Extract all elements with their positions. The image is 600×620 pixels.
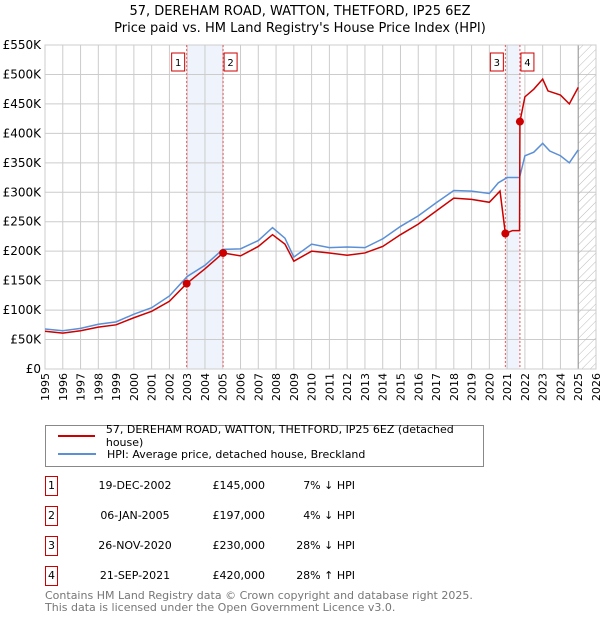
transaction-row: 4 21-SEP-2021 £420,000 28% ↑ HPI <box>45 566 445 586</box>
x-tick-label: 2004 <box>199 373 212 401</box>
y-tick-label: £450K <box>3 97 43 111</box>
y-tick-label: £0 <box>26 362 41 376</box>
y-tick-label: £350K <box>3 156 43 170</box>
legend-label: 57, DEREHAM ROAD, WATTON, THETFORD, IP25… <box>105 423 454 449</box>
y-tick-label: £100K <box>3 303 43 317</box>
transaction-hpi: 4% ↓ HPI <box>303 509 355 522</box>
forecast-hatch <box>577 44 597 370</box>
footer: Contains HM Land Registry data © Crown c… <box>45 590 473 614</box>
x-tick-label: 1996 <box>57 373 70 401</box>
transaction-hpi: 28% ↓ HPI <box>296 539 355 552</box>
transaction-row: 1 19-DEC-2002 £145,000 7% ↓ HPI <box>45 476 445 496</box>
y-tick-label: £200K <box>3 244 43 258</box>
x-tick-label: 2018 <box>448 373 461 401</box>
price-chart: 1995 1996 1997 1998 1999 2000 2001 2002 2003 2004… <box>3 38 600 401</box>
x-tick-label: 2010 <box>306 373 319 401</box>
transaction-marker: 4 <box>45 566 58 586</box>
legend-label: HPI: Average price, detached house, Brec… <box>107 447 366 461</box>
legend-swatch <box>58 453 96 455</box>
sale-label-box <box>520 52 535 72</box>
x-tick-label: 2015 <box>394 373 407 401</box>
x-tick-label: 2022 <box>519 373 532 401</box>
footer-line: This data is licensed under the Open Gov… <box>45 601 396 614</box>
legend-swatch <box>58 435 95 437</box>
x-tick-label: 2026 <box>590 373 600 401</box>
x-tick-label: 1999 <box>110 373 123 401</box>
x-tick-label: 2002 <box>163 373 176 401</box>
x-tick-label: 2013 <box>359 373 372 401</box>
y-tick-label: £150K <box>3 274 43 288</box>
transaction-row: 3 26-NOV-2020 £230,000 28% ↓ HPI <box>45 536 445 556</box>
x-tick-label: 2014 <box>377 373 390 401</box>
x-tick-label: 2019 <box>466 373 479 401</box>
transaction-price: £197,000 <box>212 509 266 522</box>
chart-subtitle: Price paid vs. HM Land Registry's House … <box>114 21 486 36</box>
legend: 57, DEREHAM ROAD, WATTON, THETFORD, IP25… <box>45 423 484 467</box>
sale-label-box <box>223 52 238 72</box>
y-tick-label: £250K <box>3 215 43 229</box>
x-tick-label: 2008 <box>270 373 283 401</box>
x-tick-label: 2007 <box>252 373 265 401</box>
x-tick-label: 2025 <box>572 373 585 401</box>
y-tick-label: £300K <box>3 185 43 199</box>
sale-point <box>182 279 191 288</box>
transaction-date: 06-JAN-2005 <box>100 509 170 522</box>
transaction-hpi: 28% ↑ HPI <box>296 569 355 582</box>
x-tick-label: 2020 <box>483 373 496 401</box>
x-tick-label: 1997 <box>75 373 88 401</box>
y-tick-label: £550K <box>3 38 43 52</box>
sale-label: 3 <box>494 58 500 69</box>
x-tick-label: 2011 <box>323 373 336 401</box>
transaction-date: 19-DEC-2002 <box>98 479 172 492</box>
sale-point <box>515 117 524 126</box>
transaction-marker: 1 <box>45 476 58 496</box>
x-tick-label: 2009 <box>288 373 301 401</box>
sale-label: 2 <box>227 58 233 69</box>
sale-point <box>219 248 228 257</box>
footer-line: Contains HM Land Registry data © Crown c… <box>45 589 473 602</box>
transaction-row: 2 06-JAN-2005 £197,000 4% ↓ HPI <box>45 506 445 526</box>
transaction-price: £420,000 <box>212 569 266 582</box>
legend-item-property: 57, DEREHAM ROAD, WATTON, THETFORD, IP25… <box>58 423 483 449</box>
sale-label: 1 <box>175 58 181 69</box>
sale-point <box>501 229 510 238</box>
y-tick-label: £500K <box>3 67 43 81</box>
x-tick-label: 2001 <box>146 373 159 401</box>
x-tick-label: 1998 <box>92 373 105 401</box>
x-tick-label: 2012 <box>341 373 354 401</box>
x-tick-label: 2023 <box>537 373 550 401</box>
transaction-hpi: 7% ↓ HPI <box>303 479 355 492</box>
x-tick-label: 2016 <box>412 373 425 401</box>
sale-label: 4 <box>524 58 530 69</box>
x-tick-label: 2021 <box>501 373 514 401</box>
plot-frame <box>44 44 597 370</box>
y-tick-label: £400K <box>3 126 43 140</box>
x-tick-label: 2024 <box>554 373 567 401</box>
transaction-price: £145,000 <box>212 479 266 492</box>
y-tick-label: £50K <box>10 333 42 347</box>
chart-title: 57, DEREHAM ROAD, WATTON, THETFORD, IP25… <box>129 4 471 19</box>
sale-label-box <box>171 52 186 72</box>
price-paid-line <box>44 77 579 334</box>
transaction-marker: 3 <box>45 536 58 556</box>
x-tick-label: 1995 <box>39 373 52 401</box>
x-tick-label: 2017 <box>430 373 443 401</box>
x-tick-label: 2005 <box>217 373 230 401</box>
transaction-price: £230,000 <box>212 539 266 552</box>
legend-item-hpi: HPI: Average price, detached house, Brec… <box>58 444 365 464</box>
sale-label-box <box>489 52 504 72</box>
transaction-date: 26-NOV-2020 <box>98 539 172 552</box>
hpi-line <box>44 142 579 332</box>
shaded-range <box>505 45 520 369</box>
transaction-date: 21-SEP-2021 <box>99 569 171 582</box>
x-tick-label: 2006 <box>235 373 248 401</box>
transaction-marker: 2 <box>45 506 58 526</box>
x-tick-label: 2000 <box>128 373 141 401</box>
x-tick-label: 2003 <box>181 373 194 401</box>
